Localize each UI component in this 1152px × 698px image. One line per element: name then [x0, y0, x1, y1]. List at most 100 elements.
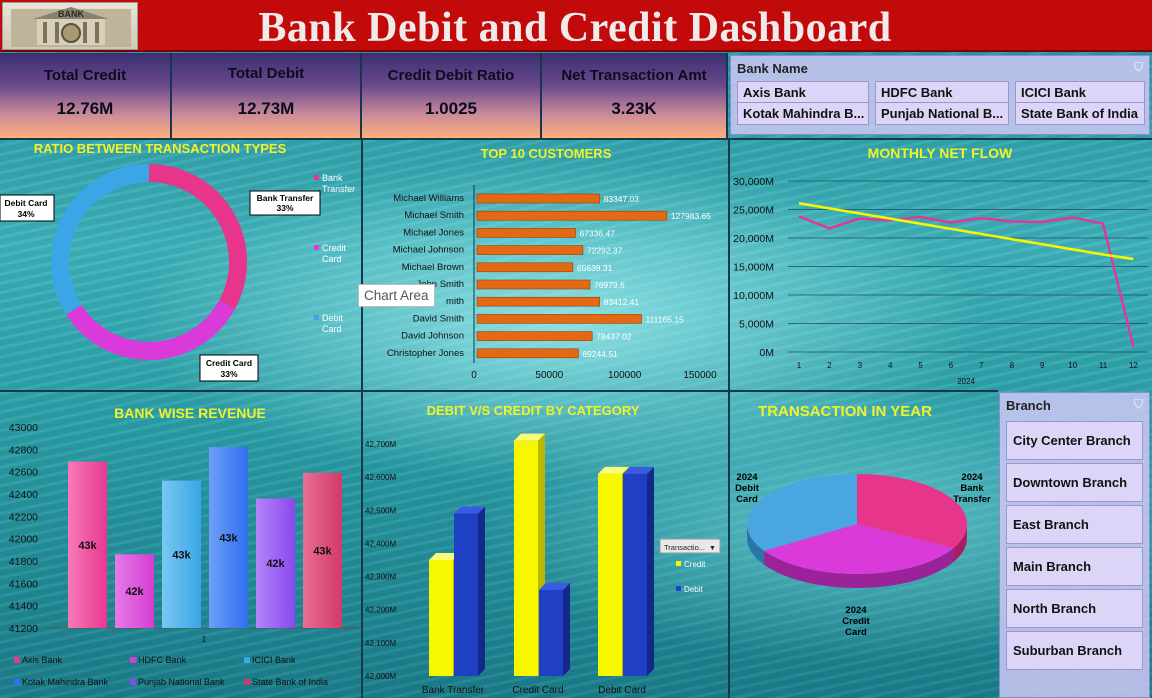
- x-tick: 3: [858, 361, 863, 370]
- bank-revenue-chart: 41200 41400 41600 41800 42000 42200 42400 42600…: [9, 422, 360, 687]
- branch-slicer: Branch ⛉ City Center Branch Downtown Bra…: [999, 392, 1150, 698]
- y-tick: 42200: [9, 511, 38, 523]
- branch-slicer-item[interactable]: City Center Branch: [1006, 421, 1143, 460]
- y-tick: 42000: [9, 534, 38, 546]
- x-tick: Bank Transfer: [422, 685, 485, 696]
- customer-value: 83347.03: [604, 194, 640, 204]
- legend-label: Credit: [684, 560, 706, 569]
- revenue-bar: [162, 480, 201, 628]
- x-tick: 100000: [608, 370, 642, 381]
- category-chart-title: DEBIT V/S CREDIT BY CATEGORY: [426, 403, 640, 418]
- revenue-bar: [68, 461, 107, 628]
- customer-label: Michael Jones: [403, 227, 464, 238]
- legend-swatch: [314, 315, 319, 320]
- y-tick: 42,000M: [365, 672, 396, 681]
- revenue-bar: [256, 498, 295, 628]
- ratio-donut-chart: Bank Transfer Credit Card Debit Card Bank T…: [0, 164, 355, 382]
- slice-label: Bank Transfer 33%: [257, 193, 314, 213]
- x-tick: 1: [202, 635, 207, 644]
- customer-bar: [476, 228, 576, 238]
- x-axis-label: 2024: [957, 377, 975, 386]
- divider: [0, 390, 998, 392]
- dropdown-arrow-icon[interactable]: ▼: [709, 545, 716, 552]
- category-bar: [454, 513, 478, 676]
- bank-slicer-item[interactable]: Punjab National B...: [875, 102, 1009, 125]
- bar-top: [454, 506, 485, 514]
- bar-side: [563, 582, 570, 676]
- revenue-bar: [303, 472, 342, 628]
- kpi-total-credit: Total Credit 12.76M: [0, 53, 172, 138]
- bar-side: [647, 466, 654, 676]
- slicer-header: Branch: [1006, 398, 1051, 413]
- branch-slicer-item[interactable]: Main Branch: [1006, 547, 1143, 586]
- bank-name-slicer: Bank Name ⛉ Axis Bank HDFC Bank ICICI Ba…: [730, 55, 1150, 135]
- x-tick: 8: [1010, 361, 1015, 370]
- revenue-value: 43k: [172, 549, 191, 561]
- data-label-bank-transfer: Bank Transfer 33%: [249, 190, 321, 216]
- kpi-net-transaction: Net Transaction Amt 3.23K: [542, 53, 728, 138]
- kpi-credit-debit-ratio: Credit Debit Ratio 1.0025: [362, 53, 542, 138]
- customer-value: 65639.31: [577, 263, 613, 273]
- revenue-value: 42k: [266, 558, 285, 570]
- customer-bar: [476, 279, 591, 290]
- branch-slicer-item[interactable]: North Branch: [1006, 589, 1143, 628]
- legend-swatch: [244, 657, 250, 663]
- bank-slicer-item[interactable]: Kotak Mahindra B...: [737, 102, 869, 125]
- legend-label: ICICI Bank: [252, 655, 296, 665]
- y-tick: 0M: [759, 347, 774, 359]
- y-tick: 42,500M: [365, 506, 396, 515]
- x-tick: 4: [888, 361, 893, 370]
- bank-slicer-item[interactable]: HDFC Bank: [875, 81, 1009, 104]
- net-flow-line: [798, 215, 1135, 348]
- customer-bar: [476, 193, 600, 204]
- legend-label: Kotak Mahindra Bank: [22, 677, 109, 687]
- x-tick: 150000: [683, 370, 717, 381]
- kpi-label: Total Credit: [43, 67, 127, 84]
- customer-value: 111165.15: [645, 314, 684, 324]
- category-filter-button[interactable]: Transactio... ▼: [659, 538, 721, 554]
- bar-top: [539, 582, 570, 590]
- x-tick: 2: [827, 361, 832, 370]
- slice-label: Debit Card 34%: [5, 198, 48, 219]
- clear-filter-icon[interactable]: ⛉: [1133, 60, 1143, 74]
- y-tick: 42,400M: [365, 539, 396, 548]
- bank-slicer-item[interactable]: ICICI Bank: [1015, 81, 1145, 104]
- revenue-value: 42k: [125, 586, 144, 598]
- legend-swatch: [314, 245, 319, 250]
- legend-swatch: [130, 657, 136, 663]
- revenue-value: 43k: [78, 540, 97, 552]
- x-tick: 12: [1129, 361, 1138, 370]
- branch-slicer-item[interactable]: East Branch: [1006, 505, 1143, 544]
- bank-slicer-item[interactable]: Axis Bank: [737, 81, 869, 104]
- pie-slice: [857, 474, 967, 549]
- category-bar: [623, 473, 647, 676]
- revenue-bar: [115, 554, 154, 628]
- pie-side: [953, 524, 967, 563]
- branch-slicer-item[interactable]: Downtown Branch: [1006, 463, 1143, 502]
- trend-line: [798, 201, 1134, 261]
- y-tick: 5,000M: [739, 319, 774, 331]
- bar-top: [623, 466, 654, 474]
- clear-filter-icon[interactable]: ⛉: [1133, 397, 1143, 411]
- customer-label: Michael Brown: [402, 262, 464, 273]
- bar-side: [478, 506, 485, 676]
- slice-label: 2024 Debit Card: [735, 472, 760, 505]
- bar-top: [514, 433, 545, 441]
- logo-text: BANK: [58, 9, 84, 19]
- revenue-value: 43k: [313, 545, 332, 557]
- customer-label: David Smith: [413, 313, 464, 324]
- customer-label: Michael Johnson: [393, 245, 464, 256]
- y-tick: 42800: [9, 444, 38, 456]
- y-tick: 42,100M: [365, 639, 396, 648]
- pie-slice: [747, 474, 857, 551]
- y-tick: 20,000M: [733, 233, 774, 245]
- legend: Bank Transfer Credit Card Debit Card: [314, 173, 355, 334]
- kpi-value: 1.0025: [425, 99, 477, 118]
- kpi-label: Net Transaction Amt: [561, 67, 707, 84]
- branch-slicer-item[interactable]: Suburban Branch: [1006, 631, 1143, 670]
- y-tick: 42,200M: [365, 606, 396, 615]
- customer-value: 67336.47: [579, 228, 615, 238]
- customer-value: 72292.37: [587, 246, 623, 256]
- x-tick: 7: [979, 361, 984, 370]
- bank-slicer-item[interactable]: State Bank of India: [1015, 102, 1145, 125]
